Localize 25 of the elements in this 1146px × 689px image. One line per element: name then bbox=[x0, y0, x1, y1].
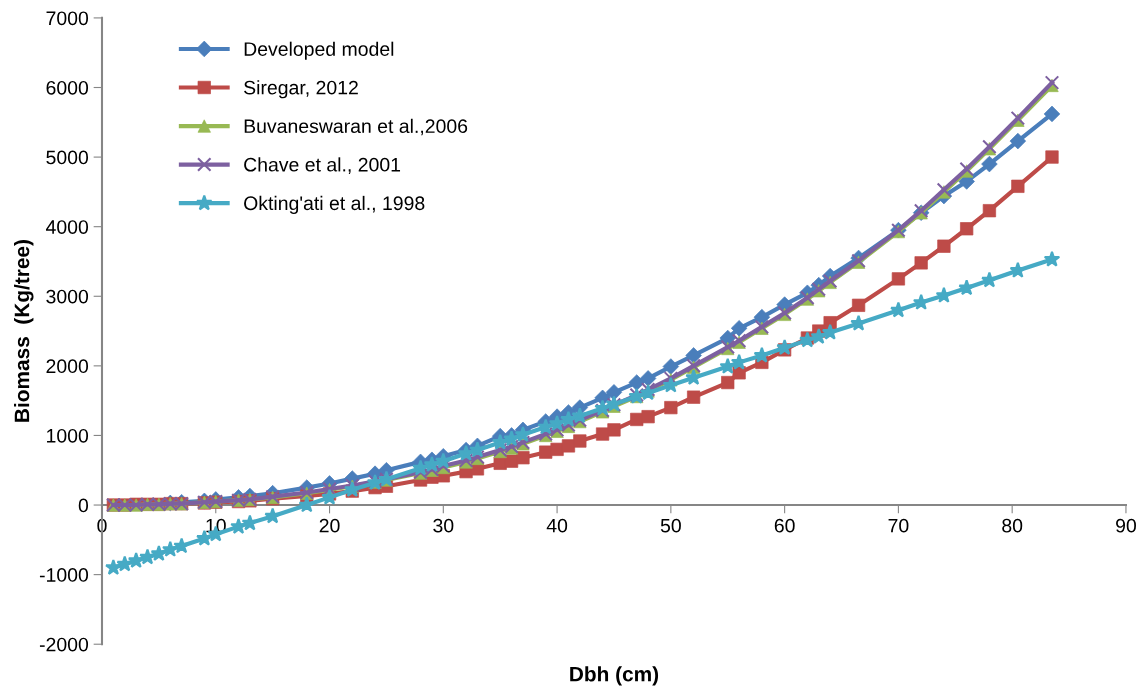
y-tick-label: -1000 bbox=[39, 568, 89, 582]
y-tick-label: 2000 bbox=[46, 359, 89, 374]
x-tick-label: 20 bbox=[319, 518, 340, 533]
legend-label: Chave et al., 2001 bbox=[244, 157, 401, 174]
y-tick-label: 6000 bbox=[46, 80, 89, 95]
y-axis-title: Biomass (Kg/tree) bbox=[14, 240, 34, 422]
y-tick-label: 5000 bbox=[46, 150, 89, 165]
legend-label: Developed model bbox=[244, 41, 394, 60]
legend-label: Siregar, 2012 bbox=[244, 80, 358, 99]
y-tick-label: 1000 bbox=[47, 428, 89, 443]
x-tick-label: 30 bbox=[433, 518, 454, 533]
legend-label: Buvaneswaran et al.,2006 bbox=[244, 118, 468, 136]
x-tick-label: 50 bbox=[660, 518, 681, 533]
y-tick-label: 7000 bbox=[46, 11, 89, 26]
y-tick-label: 4000 bbox=[45, 220, 89, 234]
x-tick-label: 60 bbox=[774, 518, 795, 533]
legend-label: Okting'ati et al., 1998 bbox=[244, 195, 425, 214]
y-tick-label: 3000 bbox=[46, 289, 89, 304]
y-tick-label: -2000 bbox=[39, 637, 89, 652]
x-tick-label: 70 bbox=[888, 518, 909, 533]
y-tick-label: 0 bbox=[78, 498, 89, 513]
x-tick-label: 40 bbox=[546, 518, 568, 533]
x-axis-title: Dbh (cm) bbox=[570, 666, 659, 686]
x-tick-label: 90 bbox=[1116, 518, 1136, 533]
x-tick-label: 80 bbox=[1002, 518, 1023, 533]
